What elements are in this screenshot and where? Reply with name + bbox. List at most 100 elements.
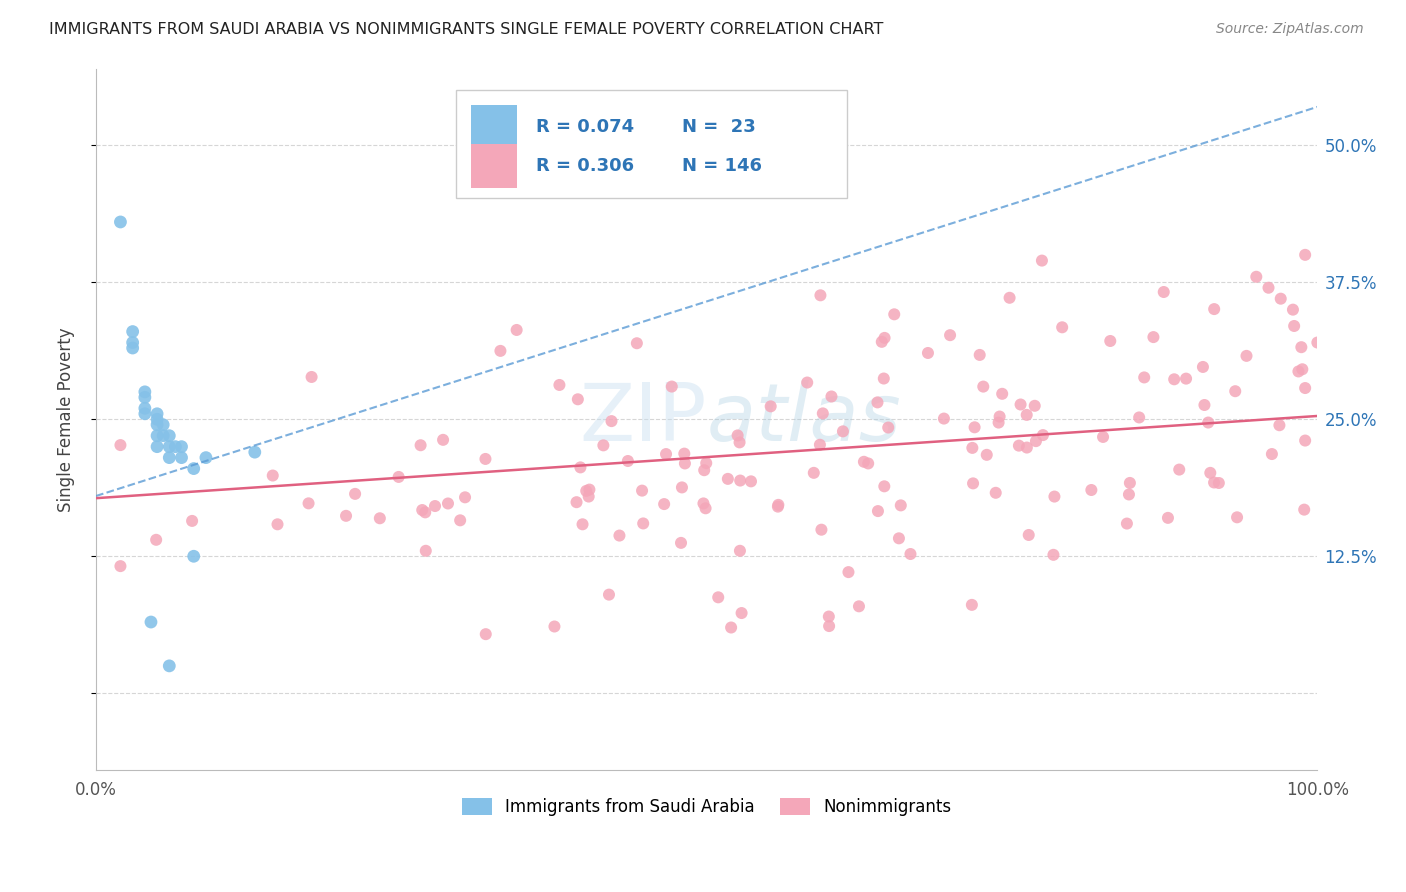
- Point: [877, 420, 900, 434]
- Point: [671, 480, 693, 494]
- Point: [832, 425, 855, 439]
- Point: [388, 470, 411, 484]
- Point: [988, 409, 1011, 424]
- Point: [1236, 349, 1258, 363]
- Point: [134, 390, 156, 404]
- Point: [1294, 381, 1316, 395]
- Point: [1015, 408, 1038, 422]
- Point: [121, 335, 143, 350]
- Point: [1261, 447, 1284, 461]
- Point: [976, 448, 998, 462]
- Point: [720, 620, 742, 634]
- Point: [810, 523, 832, 537]
- Point: [873, 331, 896, 345]
- Point: [1286, 364, 1309, 378]
- Point: [571, 517, 593, 532]
- Point: [183, 461, 205, 475]
- Point: [1294, 434, 1316, 448]
- Point: [543, 619, 565, 633]
- Point: [1306, 335, 1329, 350]
- Point: [609, 528, 631, 542]
- Point: [181, 514, 204, 528]
- Point: [157, 450, 180, 465]
- Point: [1153, 285, 1175, 299]
- Point: [1225, 384, 1247, 399]
- Point: [669, 536, 692, 550]
- Point: [962, 441, 984, 455]
- Point: [489, 343, 512, 358]
- Point: [730, 606, 752, 620]
- Point: [969, 348, 991, 362]
- Point: [1043, 490, 1066, 504]
- Point: [661, 379, 683, 393]
- Point: [1208, 475, 1230, 490]
- Point: [1025, 434, 1047, 449]
- Point: [409, 438, 432, 452]
- Point: [1163, 372, 1185, 386]
- Point: [110, 215, 132, 229]
- Point: [890, 499, 912, 513]
- Point: [631, 516, 654, 531]
- Point: [1031, 253, 1053, 268]
- Point: [146, 440, 169, 454]
- Point: [766, 500, 789, 514]
- Point: [728, 474, 751, 488]
- Point: [121, 325, 143, 339]
- Point: [415, 543, 437, 558]
- Point: [297, 496, 319, 510]
- Point: [856, 457, 879, 471]
- Point: [368, 511, 391, 525]
- Point: [727, 428, 749, 442]
- Point: [652, 497, 675, 511]
- Point: [592, 438, 614, 452]
- Point: [548, 378, 571, 392]
- FancyBboxPatch shape: [471, 145, 517, 188]
- Point: [565, 495, 588, 509]
- Point: [598, 588, 620, 602]
- Point: [437, 496, 460, 510]
- Point: [808, 438, 831, 452]
- Point: [578, 483, 600, 497]
- Point: [1115, 516, 1137, 531]
- Text: R = 0.306: R = 0.306: [536, 157, 634, 175]
- Point: [146, 407, 169, 421]
- Point: [883, 307, 905, 321]
- Text: R = 0.074: R = 0.074: [536, 118, 634, 136]
- Point: [866, 504, 889, 518]
- Point: [932, 411, 955, 425]
- Point: [1018, 528, 1040, 542]
- Point: [1015, 441, 1038, 455]
- Point: [1080, 483, 1102, 497]
- Point: [991, 386, 1014, 401]
- Point: [1192, 359, 1215, 374]
- Point: [1294, 502, 1316, 516]
- Point: [848, 599, 870, 614]
- Point: [1099, 334, 1122, 348]
- Point: [152, 428, 174, 442]
- Point: [695, 501, 717, 516]
- Point: [1282, 318, 1305, 333]
- Point: [146, 417, 169, 432]
- Point: [695, 456, 717, 470]
- Point: [432, 433, 454, 447]
- Point: [984, 485, 1007, 500]
- Point: [963, 420, 986, 434]
- Point: [917, 346, 939, 360]
- Point: [110, 559, 132, 574]
- Point: [1128, 410, 1150, 425]
- Point: [717, 472, 740, 486]
- Point: [139, 615, 162, 629]
- Point: [1246, 269, 1268, 284]
- Point: [811, 406, 834, 420]
- Point: [194, 450, 217, 465]
- Point: [998, 291, 1021, 305]
- Point: [1204, 302, 1226, 317]
- Point: [1257, 281, 1279, 295]
- Text: ZIP: ZIP: [579, 380, 707, 458]
- Point: [335, 508, 357, 523]
- Point: [939, 328, 962, 343]
- Point: [796, 376, 818, 390]
- Point: [692, 496, 714, 510]
- Point: [1092, 430, 1115, 444]
- Point: [817, 609, 839, 624]
